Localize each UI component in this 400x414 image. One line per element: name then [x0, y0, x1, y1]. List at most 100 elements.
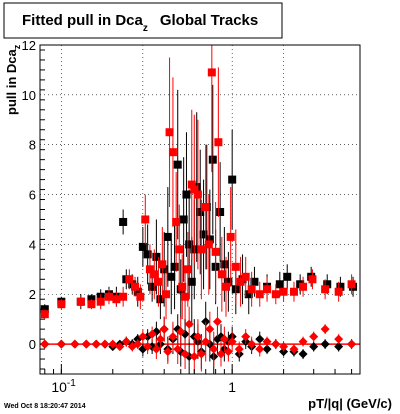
data-point-square	[255, 290, 264, 299]
data-point-diamond	[223, 347, 233, 357]
data-point-diamond	[108, 339, 118, 349]
data-point-square	[145, 265, 154, 274]
data-point-square	[112, 295, 121, 304]
data-point-diamond	[100, 339, 110, 349]
data-point-square	[141, 215, 150, 224]
data-point-diamond	[56, 339, 66, 349]
data-point-square	[231, 262, 240, 271]
title-box: Fitted pull in Dcaz Global Tracks	[3, 2, 283, 39]
data-point-square	[263, 285, 272, 294]
data-point-square	[163, 232, 172, 241]
chart-title: Fitted pull in Dcaz Global Tracks	[22, 12, 258, 34]
data-point-square	[187, 277, 196, 286]
data-point-square	[187, 180, 196, 189]
data-point-square	[154, 277, 163, 286]
data-point-diamond	[309, 332, 319, 342]
data-point-square	[201, 203, 210, 212]
x-tick-label-0.1: 10-1	[51, 378, 76, 395]
data-point-square	[283, 272, 292, 281]
x-tick-label-1: 1	[228, 379, 236, 395]
data-point-square	[156, 295, 165, 304]
data-point-diamond	[320, 339, 330, 349]
title-suffix: Global Tracks	[160, 12, 258, 29]
data-point-diamond	[227, 337, 237, 347]
data-point-square	[207, 68, 216, 77]
data-point-diamond	[173, 344, 183, 354]
data-point-diamond	[271, 339, 281, 349]
data-point-square	[96, 297, 105, 306]
data-point-square	[347, 280, 356, 289]
ylabel-subscript: z	[12, 44, 22, 49]
data-point-diamond	[176, 327, 186, 337]
data-point-square	[87, 300, 96, 309]
data-point-diamond	[279, 342, 289, 352]
data-point-square	[172, 217, 181, 226]
data-point-square	[138, 242, 147, 251]
title-box-frame	[3, 2, 283, 39]
data-point-diamond	[196, 349, 206, 359]
data-point-diamond	[115, 342, 125, 352]
data-point-square	[185, 240, 194, 249]
data-point-diamond	[159, 324, 169, 334]
data-point-square	[247, 285, 256, 294]
data-point-square	[40, 310, 49, 319]
data-point-diamond	[255, 344, 265, 354]
data-point-square	[289, 287, 298, 296]
title-subscript: z	[143, 23, 148, 34]
data-point-square	[158, 260, 167, 269]
data-point-square	[190, 185, 199, 194]
data-point-square	[271, 290, 280, 299]
data-point-square	[119, 292, 128, 301]
data-point-diamond	[262, 344, 272, 354]
data-point-square	[336, 282, 345, 291]
data-point-diamond	[121, 337, 131, 347]
data-point-diamond	[138, 332, 148, 342]
data-point-square	[119, 217, 128, 226]
data-point-square	[224, 277, 233, 286]
data-point-diamond	[262, 337, 272, 347]
data-point-square	[299, 282, 308, 291]
data-point-square	[217, 270, 226, 279]
data-point-square	[183, 265, 192, 274]
data-point-diamond	[70, 339, 80, 349]
series-mean-red	[40, 306, 357, 374]
data-point-square	[57, 300, 66, 309]
data-point-square	[76, 297, 85, 306]
data-point-square	[143, 250, 152, 259]
data-point-diamond	[247, 339, 257, 349]
data-point-square	[208, 155, 217, 164]
data-point-square	[205, 235, 214, 244]
data-point-diamond	[298, 337, 308, 347]
data-point-square	[211, 247, 220, 256]
data-point-diamond	[133, 339, 143, 349]
data-point-square	[196, 207, 205, 216]
series-sigma-red	[40, 45, 356, 327]
data-point-diamond	[255, 334, 265, 344]
data-point-diamond	[219, 334, 229, 344]
data-point-diamond	[81, 339, 91, 349]
data-point-square	[162, 290, 171, 299]
y-tick-label: 6	[29, 188, 36, 203]
data-point-square	[150, 270, 159, 279]
data-point-square	[220, 260, 229, 269]
x-tick-label-base: 10	[51, 379, 67, 395]
data-point-square	[244, 290, 253, 299]
data-point-diamond	[155, 334, 165, 344]
timestamp: Wed Oct 8 18:20:47 2014	[4, 403, 86, 410]
data-point-square	[168, 148, 177, 157]
data-point-square	[221, 282, 230, 291]
data-point-square	[250, 277, 259, 286]
data-point-diamond	[298, 349, 308, 359]
data-point-diamond	[234, 344, 244, 354]
data-point-diamond	[163, 347, 173, 357]
data-point-diamond	[320, 324, 330, 334]
data-point-square	[275, 280, 284, 289]
data-point-diamond	[91, 339, 101, 349]
data-point-square	[167, 272, 176, 281]
data-point-diamond	[209, 344, 219, 354]
data-point-diamond	[168, 332, 178, 342]
y-axis-label: pull in Dcaz	[4, 44, 22, 115]
data-point-diamond	[205, 324, 215, 334]
data-point-square	[228, 175, 237, 184]
